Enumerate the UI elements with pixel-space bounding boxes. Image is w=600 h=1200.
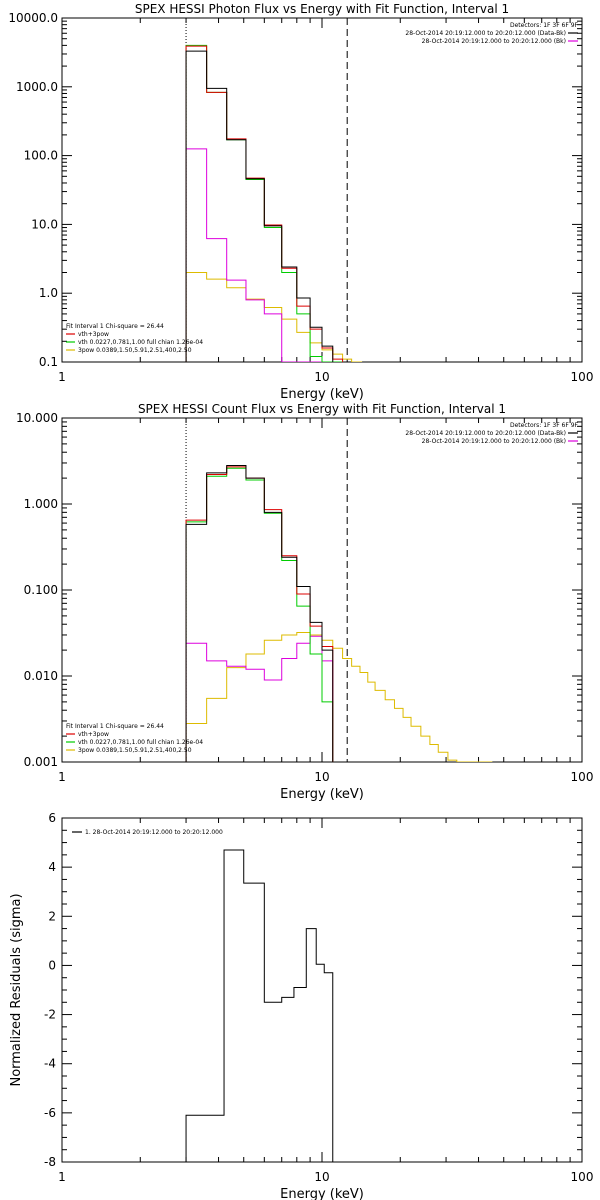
series-line-3pow — [185, 632, 493, 762]
x-tick-label: 1 — [58, 370, 66, 384]
legend-entry: 1. 28-Oct-2014 20:19:12.000 to 20:20:12.… — [85, 829, 223, 836]
legend-entry: Detectors: 1F 3F 6F 9F — [510, 422, 579, 429]
plot-frame — [61, 417, 583, 763]
plot-frame — [61, 17, 583, 363]
x-axis-label: Energy (keV) — [280, 787, 364, 802]
y-tick-label: -4 — [44, 1057, 56, 1071]
series-line-data-bk — [185, 50, 334, 362]
legend-entry: vth+3pow — [78, 331, 109, 338]
x-axis-label: Energy (keV) — [280, 1187, 364, 1200]
series-line-3pow — [185, 271, 363, 362]
x-tick-label: 10 — [314, 370, 329, 384]
series-line-vth-3pow — [185, 466, 334, 762]
legend-entry: 28-Oct-2014 20:19:12.000 to 20:20:12.000… — [405, 30, 566, 37]
legend-entry: vth 0.0227,0.781,1.00 full chian 1.26e-0… — [78, 339, 203, 346]
y-tick-label: 10000.0 — [8, 11, 58, 25]
chart-panel-3: Energy (keV) Normalized Residuals (sigma)… — [9, 811, 593, 1200]
x-tick-label: 1 — [58, 1170, 66, 1184]
legend-entry: Fit Interval 1 Chi-square = 26.44 — [66, 323, 164, 330]
series-line-bk — [185, 635, 334, 762]
y-tick-label: 1.000 — [24, 497, 58, 511]
legend-entry: 28-Oct-2014 20:19:12.000 to 20:20:12.000… — [422, 38, 566, 45]
plot-area — [185, 44, 363, 362]
y-tick-label: 1000.0 — [16, 80, 58, 94]
y-tick-label: 10.0 — [31, 217, 58, 231]
y-tick-label: -2 — [44, 1008, 56, 1022]
legend-entry: vth 0.0227,0.781,1.00 full chian 1.26e-0… — [78, 739, 203, 746]
y-tick-label: 0 — [48, 958, 56, 972]
legend-entry: vth+3pow — [78, 731, 109, 738]
y-tick-label: 4 — [48, 860, 56, 874]
series-line-vth — [185, 467, 334, 762]
y-tick-label: 1.0 — [39, 286, 58, 300]
legend-entry: 3pow 0.0389,1.50,5.91,2.51,400,2.50 — [78, 747, 192, 754]
y-tick-label: 0.001 — [24, 755, 58, 769]
y-tick-label: 2 — [48, 909, 56, 923]
x-tick-label: 100 — [571, 770, 594, 784]
chart-panel-2: SPEX HESSI Count Flux vs Energy with Fit… — [16, 402, 593, 802]
series-line-residual — [185, 849, 344, 1162]
y-tick-label: 0.010 — [24, 669, 58, 683]
y-tick-label: -6 — [44, 1106, 56, 1120]
y-tick-label: 0.1 — [39, 355, 58, 369]
legend-entry: Fit Interval 1 Chi-square = 26.44 — [66, 723, 164, 730]
plot-area — [185, 465, 493, 762]
y-tick-label: -8 — [44, 1155, 56, 1169]
y-tick-label: 0.100 — [24, 583, 58, 597]
x-tick-label: 10 — [314, 770, 329, 784]
series-line-data-bk — [185, 465, 334, 762]
y-tick-label: 6 — [48, 811, 56, 825]
legend-entry: 28-Oct-2014 20:19:12.000 to 20:20:12.000… — [422, 438, 566, 445]
series-line-bk — [185, 148, 334, 362]
chart-title: SPEX HESSI Count Flux vs Energy with Fit… — [138, 402, 506, 416]
chart-panel-1: SPEX HESSI Photon Flux vs Energy with Fi… — [8, 2, 593, 402]
y-tick-label: 100.0 — [24, 149, 58, 163]
x-axis-label: Energy (keV) — [280, 387, 364, 402]
legend-entry: 28-Oct-2014 20:19:12.000 to 20:20:12.000… — [405, 430, 566, 437]
y-tick-label: 10.000 — [16, 411, 58, 425]
legend-entry: Detectors: 1F 3F 6F 9F — [510, 22, 579, 29]
plot-area — [185, 849, 344, 1162]
y-axis-label: Normalized Residuals (sigma) — [9, 893, 24, 1086]
x-tick-label: 1 — [58, 770, 66, 784]
chart-title: SPEX HESSI Photon Flux vs Energy with Fi… — [135, 2, 509, 16]
x-tick-label: 100 — [571, 370, 594, 384]
plot-frame — [61, 817, 583, 1163]
x-tick-label: 100 — [571, 1170, 594, 1184]
x-tick-label: 10 — [314, 1170, 329, 1184]
legend-entry: 3pow 0.0389,1.50,5.91,2.51,400,2.50 — [78, 347, 192, 354]
